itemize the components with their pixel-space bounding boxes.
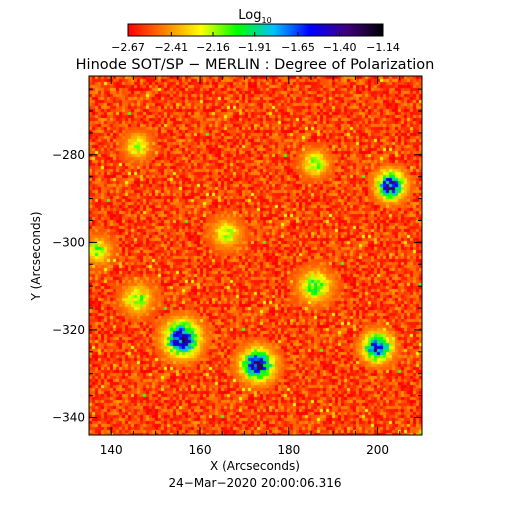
colorbar-tick-label: −1.65 — [281, 41, 315, 54]
chart-title: Hinode SOT/SP − MERLIN : Degree of Polar… — [76, 57, 435, 73]
colorbar-gradient — [127, 23, 384, 37]
colorbar-tick-label: −2.16 — [196, 41, 230, 54]
y-tick-label: −340 — [52, 410, 85, 424]
x-tick-label: 160 — [189, 443, 212, 457]
colorbar-tick-label: −1.14 — [366, 41, 400, 54]
colorbar-tick-label: −1.40 — [323, 41, 357, 54]
colorbar: Log10 −2.67 −2.41 −2.16 −1.91 −1.65 −1.40 −1.1… — [111, 8, 400, 54]
colorbar-ticks: −2.67 −2.41 −2.16 −1.91 −1.65 −1.40 −1.14 — [111, 32, 400, 54]
y-tick-label: −300 — [52, 235, 85, 249]
x-tick-label: 140 — [100, 443, 123, 457]
y-axis-ticks: −340 −320 −300 −280 — [52, 88, 422, 424]
colorbar-title-subscript: 10 — [262, 16, 272, 25]
y-tick-label: −320 — [52, 323, 85, 337]
colorbar-title: Log10 — [238, 8, 271, 25]
colorbar-tick-label: −1.91 — [238, 41, 272, 54]
plot-frame — [88, 75, 423, 436]
colorbar-tick-label: −2.67 — [111, 41, 145, 54]
x-axis-ticks: 140 160 180 200 — [88, 76, 423, 457]
x-axis-label: X (Arcseconds) — [210, 459, 300, 473]
y-axis-label: Y (Arcseconds) — [29, 211, 43, 301]
heatmap-plot-area — [89, 76, 422, 435]
timestamp: 24−Mar−2020 20:00:06.316 — [169, 476, 342, 490]
heatmap-image — [89, 76, 422, 435]
y-tick-label: −280 — [52, 148, 85, 162]
colorbar-tick-label: −2.41 — [154, 41, 188, 54]
x-tick-label: 200 — [366, 443, 389, 457]
x-tick-label: 180 — [277, 443, 300, 457]
